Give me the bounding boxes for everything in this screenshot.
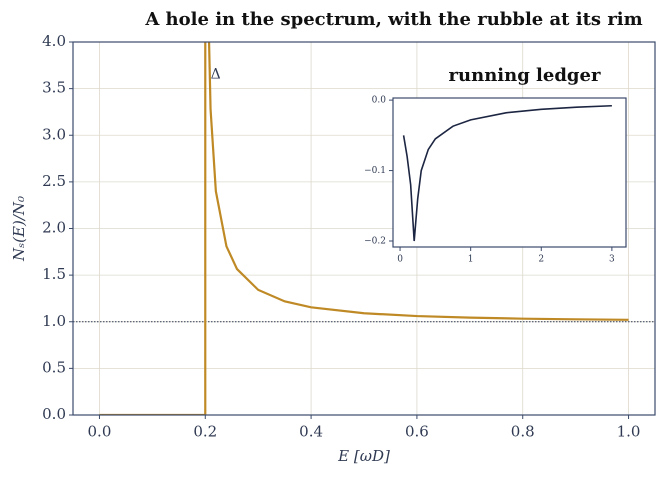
x-tick-label: 0.6 bbox=[405, 423, 429, 441]
line-series bbox=[402, 104, 612, 242]
y-tick-label: 3.5 bbox=[42, 79, 66, 97]
y-tick-label: 1.0 bbox=[42, 312, 66, 330]
chart-title: A hole in the spectrum, with the rubble … bbox=[144, 9, 642, 30]
line-series bbox=[99, 42, 629, 415]
x-tick-label: 2 bbox=[538, 255, 544, 265]
y-tick-label: −0.1 bbox=[364, 166, 386, 176]
annotation: Δ bbox=[211, 67, 221, 83]
y-tick-label: 2.5 bbox=[42, 172, 66, 190]
y-tick-label: 1.5 bbox=[42, 265, 66, 283]
y-tick-label: 0.0 bbox=[42, 405, 66, 423]
y-tick-label: 2.0 bbox=[42, 219, 66, 237]
y-tick-label: 4.0 bbox=[42, 32, 66, 50]
x-tick-label: 3 bbox=[609, 255, 615, 265]
axes-frame bbox=[392, 97, 627, 248]
x-axis-label: E [ωD] bbox=[337, 447, 390, 465]
x-tick-label: 0.8 bbox=[511, 423, 535, 441]
axes-frame bbox=[72, 41, 656, 416]
y-axis-label: Nₛ(E)/N₀ bbox=[10, 196, 28, 262]
x-tick-label: 0.2 bbox=[193, 423, 217, 441]
x-tick-label: 0.0 bbox=[88, 423, 112, 441]
y-tick-label: 3.0 bbox=[42, 125, 66, 143]
x-tick-label: 1.0 bbox=[617, 423, 641, 441]
x-tick-label: 0 bbox=[397, 255, 403, 265]
y-tick-label: 0.5 bbox=[42, 358, 66, 376]
plot-area bbox=[393, 98, 626, 247]
chart-title: running ledger bbox=[449, 65, 601, 86]
x-tick-label: 1 bbox=[468, 255, 474, 265]
y-tick-label: 0.0 bbox=[372, 96, 387, 106]
y-tick-label: −0.2 bbox=[364, 237, 386, 247]
x-tick-label: 0.4 bbox=[299, 423, 323, 441]
